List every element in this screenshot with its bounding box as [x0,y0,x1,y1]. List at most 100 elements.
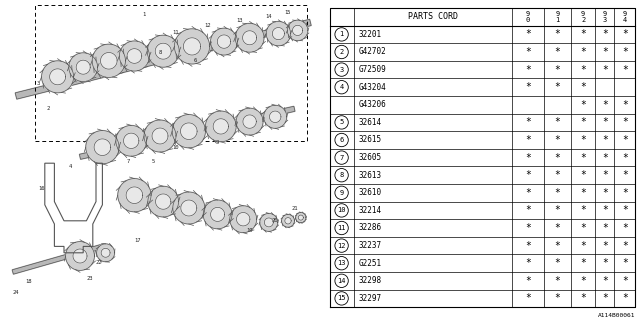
Text: 16: 16 [38,186,45,191]
Circle shape [296,212,306,223]
Text: *: * [525,65,531,75]
Text: 9: 9 [216,140,220,145]
Text: 11: 11 [173,29,179,35]
Text: *: * [622,276,628,286]
Text: 32610: 32610 [358,188,381,197]
Text: *: * [580,170,586,180]
Text: *: * [602,241,608,251]
Text: 32614: 32614 [358,118,381,127]
Text: *: * [580,117,586,127]
Text: *: * [555,241,561,251]
Text: *: * [580,65,586,75]
Text: 14: 14 [337,278,346,284]
Circle shape [100,52,117,69]
Text: *: * [555,29,561,39]
Text: *: * [622,293,628,303]
Circle shape [236,108,263,135]
Text: 32214: 32214 [358,206,381,215]
Text: 9: 9 [339,190,344,196]
Circle shape [147,35,179,67]
Text: 20: 20 [272,218,278,223]
Circle shape [173,192,205,224]
Text: 2: 2 [339,49,344,55]
Circle shape [116,125,147,156]
Text: 15: 15 [285,10,291,15]
Text: 6: 6 [193,58,197,63]
Text: *: * [602,223,608,233]
Text: 3: 3 [36,81,40,86]
Text: 32297: 32297 [358,294,381,303]
Polygon shape [79,106,295,159]
Text: *: * [555,65,561,75]
Text: 14: 14 [266,13,272,19]
Text: *: * [622,47,628,57]
Text: *: * [580,276,586,286]
Text: 10: 10 [173,145,179,150]
Text: *: * [580,100,586,110]
Text: *: * [525,47,531,57]
Circle shape [298,215,303,220]
Circle shape [264,105,287,128]
Text: 18: 18 [26,279,32,284]
Text: 9
0: 9 0 [526,11,530,22]
Circle shape [273,28,284,40]
Text: 1: 1 [339,31,344,37]
Circle shape [126,187,143,204]
Circle shape [292,25,303,36]
Text: 32286: 32286 [358,223,381,233]
Circle shape [76,60,90,74]
Circle shape [243,31,257,45]
Text: G72509: G72509 [358,65,386,74]
Text: *: * [525,258,531,268]
Circle shape [65,242,95,270]
Circle shape [230,206,257,233]
Text: *: * [622,170,628,180]
Circle shape [180,123,197,140]
Text: G43204: G43204 [358,83,386,92]
Circle shape [218,35,231,48]
Text: *: * [555,170,561,180]
Text: 32237: 32237 [358,241,381,250]
Circle shape [205,111,236,142]
Text: 15: 15 [337,295,346,301]
Text: 17: 17 [134,237,141,243]
Polygon shape [15,19,311,99]
Circle shape [73,249,87,263]
Circle shape [285,218,291,224]
Circle shape [120,41,150,71]
Text: 8: 8 [339,172,344,178]
Text: *: * [622,65,628,75]
Text: *: * [555,153,561,163]
Text: *: * [525,241,531,251]
Text: *: * [622,241,628,251]
Text: *: * [580,153,586,163]
Text: *: * [555,276,561,286]
Text: *: * [555,47,561,57]
Text: 19: 19 [246,228,253,233]
Circle shape [124,133,139,148]
Text: *: * [555,117,561,127]
Polygon shape [12,244,103,274]
Circle shape [181,200,197,216]
Circle shape [127,49,142,63]
Circle shape [144,120,176,152]
Circle shape [174,29,210,64]
Text: G42702: G42702 [358,47,386,57]
Text: *: * [580,223,586,233]
Text: 11: 11 [337,225,346,231]
Text: *: * [622,100,628,110]
Text: 22: 22 [96,260,102,265]
Text: *: * [622,258,628,268]
Text: *: * [580,188,586,198]
Circle shape [243,115,256,128]
Text: 1: 1 [142,12,146,17]
Circle shape [152,128,168,144]
Text: *: * [580,258,586,268]
Circle shape [118,179,151,212]
Text: *: * [580,205,586,215]
Text: *: * [555,188,561,198]
Text: 7: 7 [339,155,344,161]
Text: *: * [602,117,608,127]
Text: *: * [622,223,628,233]
Circle shape [236,23,264,52]
